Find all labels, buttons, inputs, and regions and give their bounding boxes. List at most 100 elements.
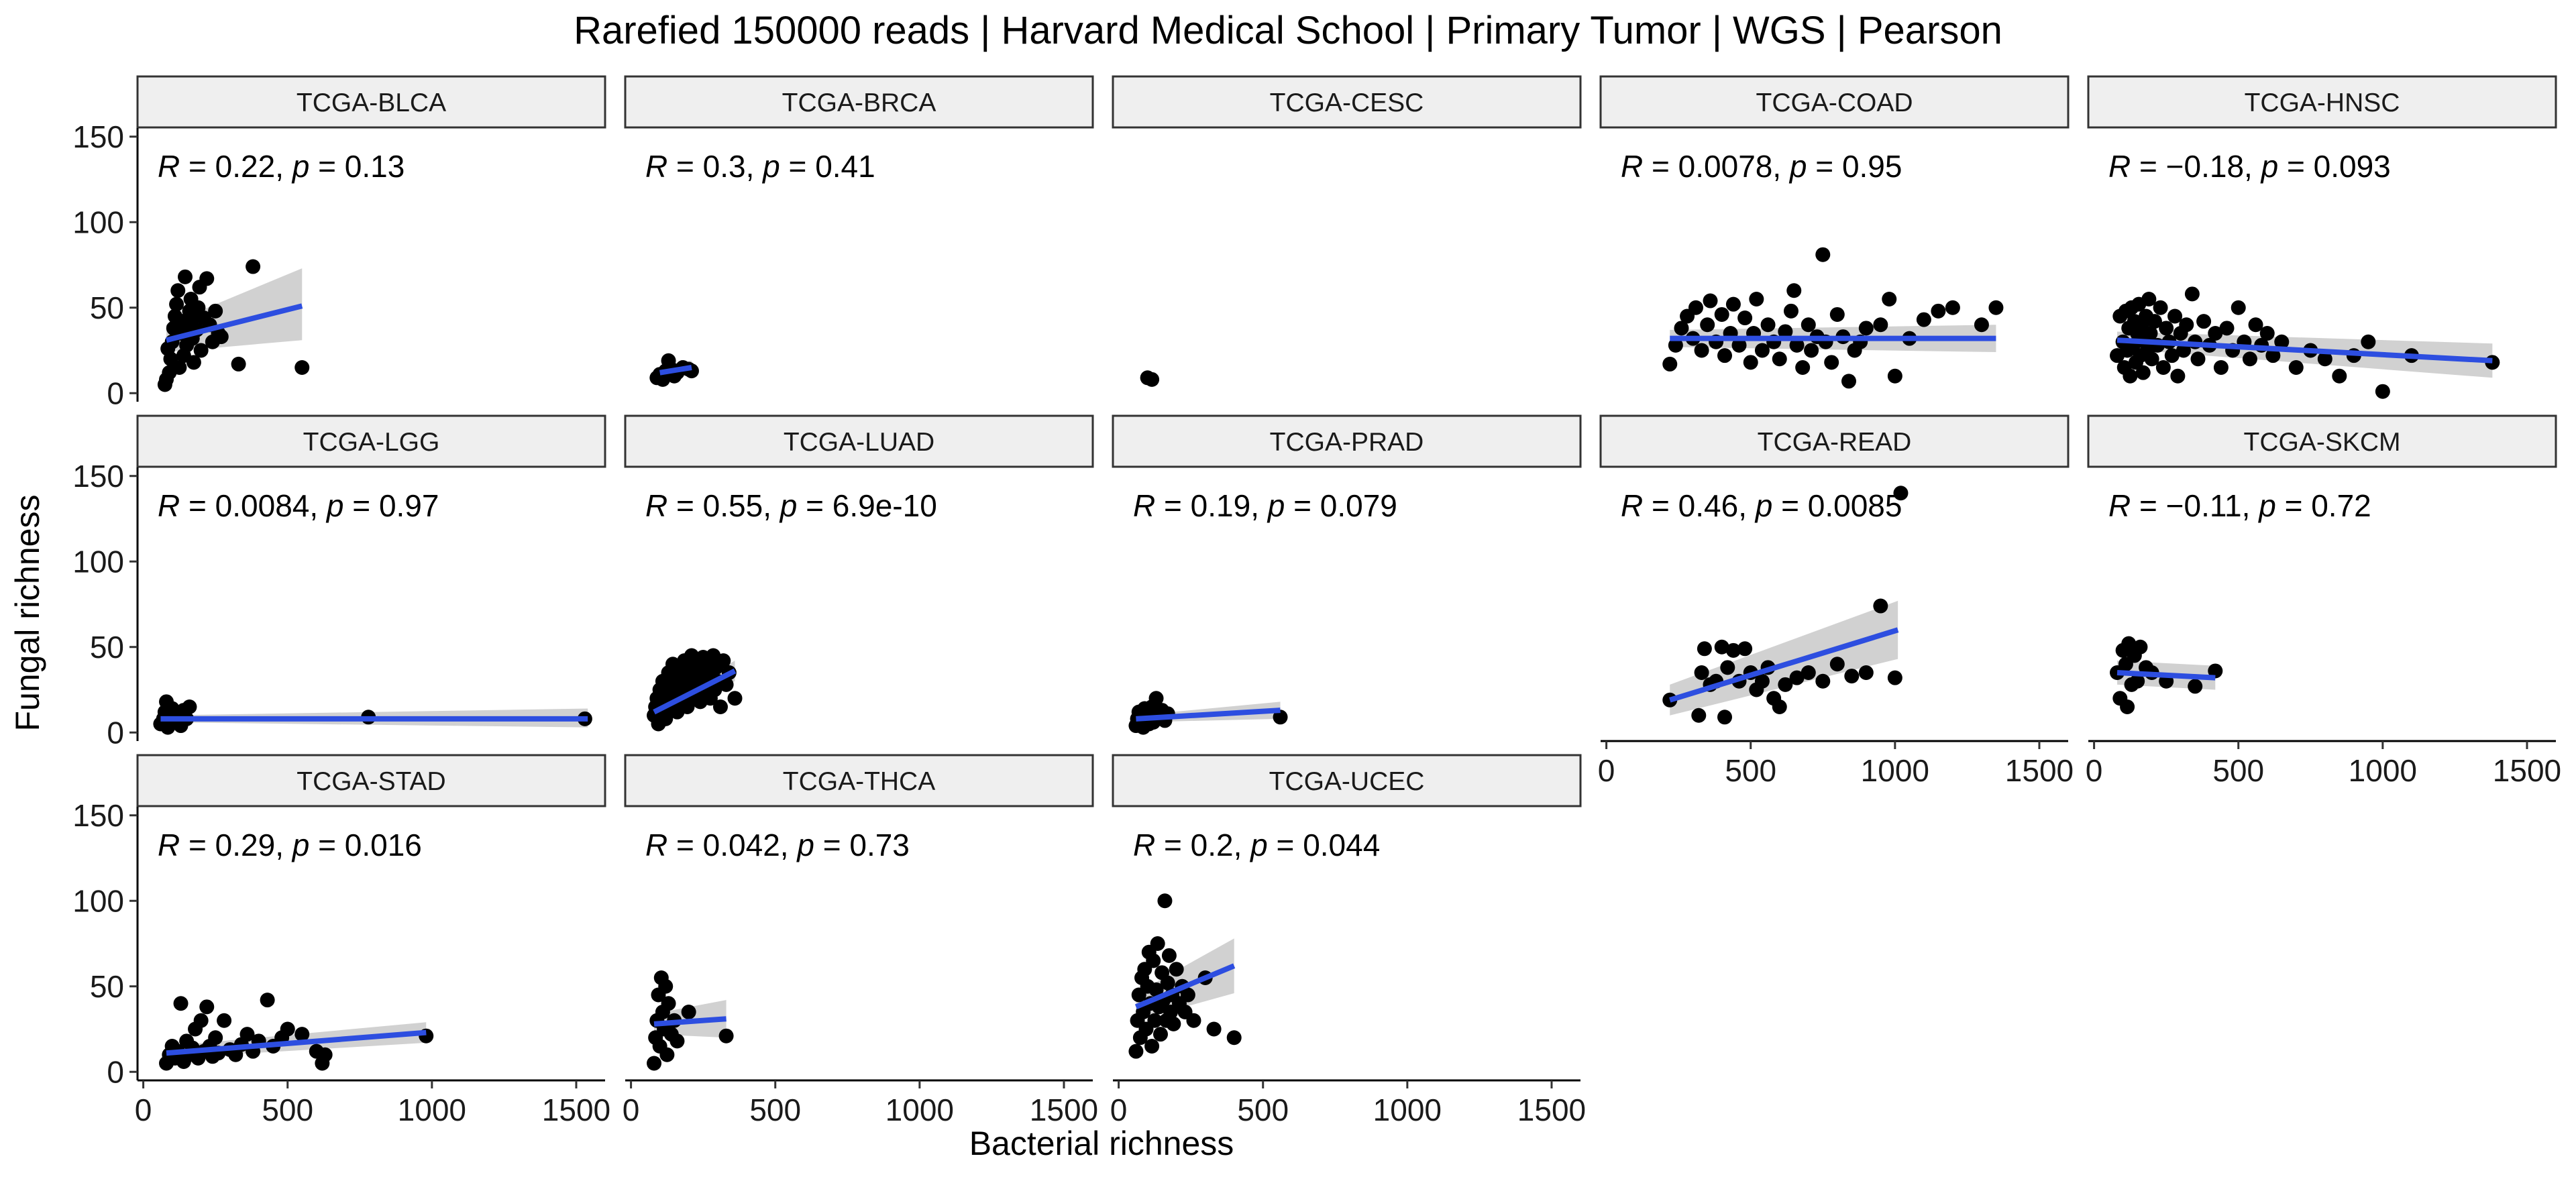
- data-point: [669, 1033, 685, 1049]
- data-point: [1144, 372, 1160, 387]
- data-point: [2231, 300, 2246, 315]
- facet-strip-label: TCGA-STAD: [297, 767, 445, 796]
- facet-strip-label: TCGA-CESC: [1270, 89, 1424, 117]
- x-tick-label: 500: [2212, 753, 2264, 788]
- facet-strip: [624, 414, 1094, 468]
- data-point: [2147, 314, 2162, 329]
- data-point: [208, 303, 223, 319]
- data-point: [2317, 351, 2332, 367]
- data-point: [658, 978, 674, 994]
- data-point: [1725, 642, 1741, 658]
- data-point: [2164, 348, 2180, 363]
- facet-strip: [1112, 754, 1582, 807]
- data-point: [193, 1013, 209, 1028]
- data-point: [1743, 355, 1758, 370]
- data-point: [2213, 360, 2229, 375]
- data-point: [2133, 639, 2148, 655]
- y-tick-label: 100: [72, 205, 124, 239]
- x-tick-label: 1000: [885, 1092, 954, 1127]
- data-point: [193, 343, 209, 358]
- facet-strip: [2087, 75, 2557, 129]
- facet-strip-label: TCGA-THCA: [783, 767, 936, 796]
- data-point: [1801, 665, 1816, 680]
- y-tick-label: 50: [90, 630, 124, 665]
- data-point: [1988, 300, 2004, 315]
- data-point: [1844, 669, 1860, 684]
- data-point: [1760, 317, 1776, 333]
- data-point: [1148, 691, 1164, 706]
- regression-line: [2116, 670, 2216, 681]
- data-point: [1144, 1039, 1160, 1054]
- facet-strip-label: TCGA-SKCM: [2244, 428, 2401, 457]
- correlation-label: R = 0.19, p = 0.079: [1133, 488, 1397, 523]
- data-point: [2143, 326, 2158, 341]
- regression-line: [1134, 963, 1236, 1010]
- data-point: [2170, 368, 2186, 384]
- facet-tcga-ucec: TCGA-UCEC 0 500 1000 1500 R = 0.2, p = 0.044: [1110, 754, 1586, 1127]
- data-point: [1147, 1013, 1163, 1028]
- x-tick-label: 0: [1110, 1092, 1128, 1127]
- data-point: [2361, 334, 2376, 349]
- facet-strip: [136, 754, 606, 807]
- data-point: [2259, 326, 2275, 341]
- data-point: [1974, 317, 1989, 333]
- data-point: [169, 296, 184, 312]
- data-point: [280, 1021, 295, 1037]
- data-point: [2208, 663, 2223, 679]
- data-point: [1804, 343, 1819, 358]
- data-point: [1186, 1013, 1201, 1028]
- facet-tcga-cesc: TCGA-CESC: [1112, 75, 1582, 387]
- facet-strip-label: TCGA-PRAD: [1270, 428, 1424, 457]
- data-point: [2159, 321, 2174, 336]
- data-point: [2135, 365, 2151, 380]
- data-point: [2288, 360, 2304, 375]
- facet-strip: [136, 414, 606, 468]
- data-point: [1829, 657, 1845, 672]
- facet-strip-label: TCGA-BLCA: [297, 89, 446, 117]
- y-tick-label: 0: [107, 1054, 124, 1089]
- confidence-band: [1670, 600, 1898, 716]
- correlation-label: R = 0.0078, p = 0.95: [1621, 149, 1902, 184]
- regression-line: [1136, 708, 1281, 722]
- data-point: [1148, 982, 1164, 997]
- data-point: [1725, 296, 1741, 312]
- data-point: [1703, 293, 1718, 308]
- x-tick-label: 1000: [2349, 753, 2417, 788]
- facet-tcga-lgg: TCGA-LGG 0 50 100 150 R = 0.0084, p = 0.97: [72, 414, 606, 750]
- correlation-label: R = −0.18, p = 0.093: [2108, 149, 2391, 184]
- data-point: [208, 1030, 223, 1046]
- data-point: [186, 355, 201, 370]
- facet-strip-label: TCGA-LUAD: [784, 428, 934, 457]
- regression-line: [166, 303, 303, 343]
- correlation-label: R = 0.55, p = 6.9e-10: [645, 488, 937, 523]
- facet-strip: [136, 75, 606, 129]
- data-point: [199, 271, 215, 286]
- data-point: [1754, 673, 1770, 689]
- data-point: [1691, 708, 1707, 723]
- data-point: [2141, 292, 2157, 306]
- correlation-label: R = 0.042, p = 0.73: [645, 828, 910, 862]
- facet-tcga-luad: TCGA-LUAD R = 0.55, p = 6.9e-10: [624, 414, 1094, 732]
- facet-strip: [1599, 414, 2070, 468]
- data-point: [1858, 665, 1874, 680]
- data-point: [659, 1047, 675, 1062]
- data-point: [1754, 343, 1770, 358]
- x-tick-label: 500: [1237, 1092, 1289, 1127]
- regression-line: [166, 1029, 427, 1056]
- data-point: [1688, 300, 1703, 315]
- data-point: [2219, 321, 2235, 336]
- y-tick-label: 0: [107, 376, 124, 410]
- data-point: [199, 999, 215, 1015]
- y-tick-label: 150: [72, 798, 124, 833]
- data-point: [246, 259, 261, 274]
- facet-tcga-thca: TCGA-THCA 0 500 1000 1500 R = 0.042, p = 0.73: [623, 754, 1098, 1127]
- data-point: [1815, 673, 1831, 689]
- data-point: [239, 1027, 255, 1042]
- x-tick-label: 0: [135, 1092, 152, 1127]
- data-point: [1737, 641, 1753, 657]
- data-point: [1916, 312, 1931, 327]
- data-point: [294, 360, 310, 375]
- data-point: [1662, 356, 1678, 372]
- data-point: [170, 283, 186, 298]
